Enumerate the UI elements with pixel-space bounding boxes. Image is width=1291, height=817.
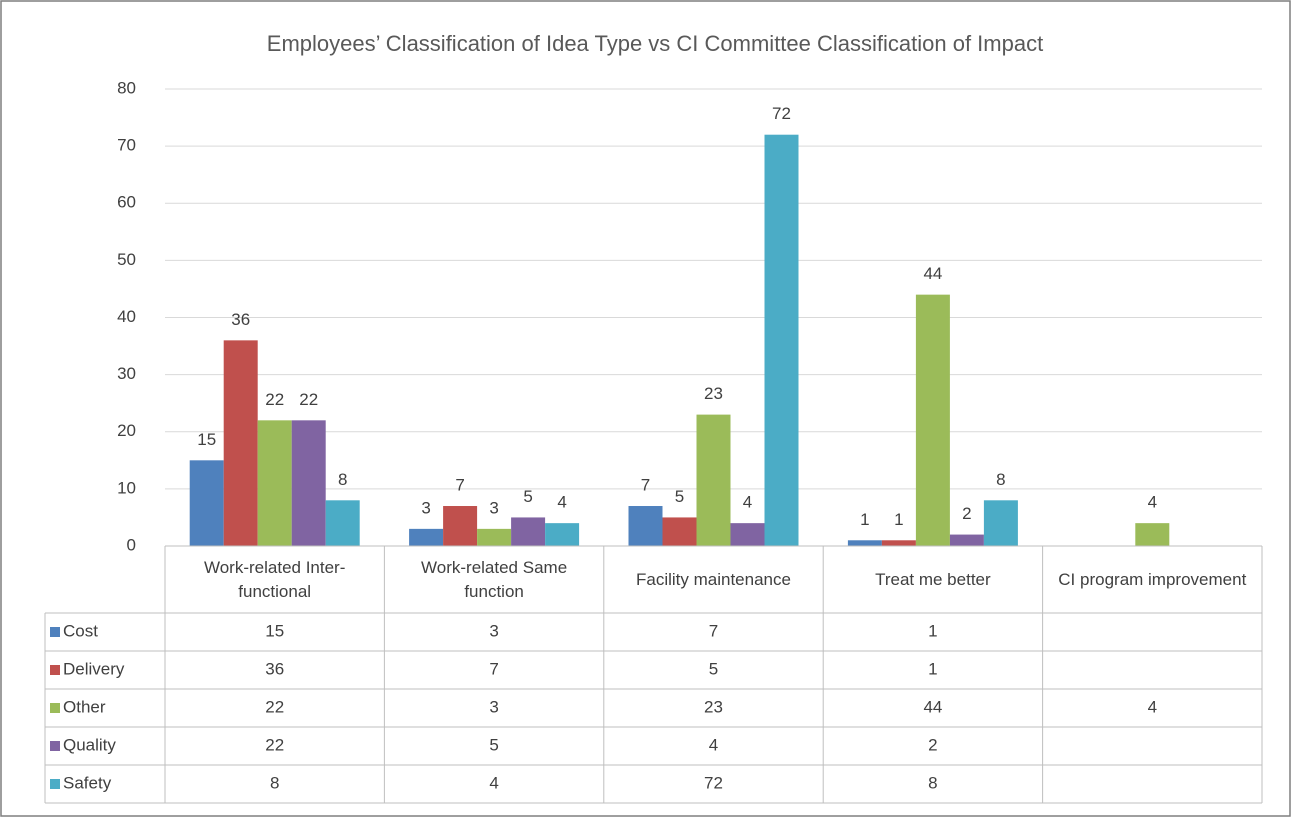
data-label: 8 [996,470,1005,489]
table-cell: 4 [1148,697,1157,716]
data-label: 3 [421,498,430,517]
x-tick-label: CI program improvement [1058,569,1247,589]
bar [189,460,224,546]
y-tick-label: 60 [117,193,136,212]
bar [696,414,731,546]
y-tick-label: 50 [117,250,136,269]
table-cell: 5 [709,659,718,678]
legend-label: Delivery [63,659,125,678]
data-label: 15 [197,430,216,449]
data-label: 22 [299,390,318,409]
category-cell: Treat me better [875,569,991,589]
legend-swatch [50,703,60,713]
data-label: 7 [455,475,464,494]
table-cell: 8 [270,773,279,792]
bar [325,500,360,546]
bar [881,540,916,546]
data-label: 2 [962,504,971,523]
bar [443,506,478,546]
table-cell: 15 [265,621,284,640]
table-cell: 36 [265,659,284,678]
data-label: 5 [523,487,532,506]
table-cell: 3 [489,621,498,640]
legend-swatch [50,779,60,789]
x-tick-label: Work-related Inter-functional [203,557,346,601]
y-tick-label: 70 [117,136,136,155]
table-cell: 4 [709,735,718,754]
y-tick-label: 80 [117,78,136,97]
table-cell: 44 [923,697,942,716]
bar [915,294,950,546]
table-cell: 2 [928,735,937,754]
data-label: 5 [675,487,684,506]
data-label: 22 [265,390,284,409]
data-label: 23 [704,384,723,403]
bar [730,523,765,546]
legend-swatch [50,741,60,751]
bar [1135,523,1170,546]
legend-label: Safety [63,773,112,792]
bar [662,517,697,546]
table-cell: 1 [928,621,937,640]
table-cell: 22 [265,697,284,716]
chart-title: Employees’ Classification of Idea Type v… [267,31,1043,56]
category-cell: Work-related Inter-functional [203,557,346,601]
category-cell: Work-related Same function [421,557,568,601]
data-label: 72 [772,104,791,123]
bar [409,528,444,546]
legend-label: Quality [63,735,116,754]
y-tick-label: 40 [117,307,136,326]
y-tick-label: 10 [117,478,136,497]
data-label: 3 [489,498,498,517]
y-tick-label: 20 [117,421,136,440]
table-cell: 72 [704,773,723,792]
legend-swatch [50,665,60,675]
y-tick-label: 0 [127,535,136,554]
table-cell: 5 [489,735,498,754]
bar [847,540,882,546]
bar [545,523,580,546]
data-label: 4 [557,493,566,512]
legend-label: Cost [63,621,98,640]
data-label: 36 [231,310,250,329]
data-label: 7 [641,475,650,494]
x-tick-label: Facility maintenance [636,569,791,589]
data-label: 8 [338,470,347,489]
table-cell: 22 [265,735,284,754]
bar [477,528,512,546]
bar [257,420,292,546]
bar [983,500,1018,546]
bar [511,517,546,546]
table-cell: 1 [928,659,937,678]
bar [291,420,326,546]
bar [223,340,258,546]
table-cell: 8 [928,773,937,792]
bar [764,134,799,546]
legend-swatch [50,627,60,637]
legend-label: Other [63,697,106,716]
table-cell: 7 [709,621,718,640]
data-label: 4 [743,493,752,512]
table-cell: 3 [489,697,498,716]
data-label: 1 [894,510,903,529]
data-label: 44 [923,264,942,283]
data-label: 1 [860,510,869,529]
data-label: 4 [1148,493,1157,512]
category-cell: Facility maintenance [636,569,791,589]
x-tick-label: Work-related Same function [421,557,568,601]
table-cell: 7 [489,659,498,678]
table-cell: 4 [489,773,498,792]
x-tick-label: Treat me better [875,569,991,589]
table-cell: 23 [704,697,723,716]
y-tick-label: 30 [117,364,136,383]
category-cell: CI program improvement [1058,569,1247,589]
bar [949,534,984,546]
bar [628,506,663,546]
